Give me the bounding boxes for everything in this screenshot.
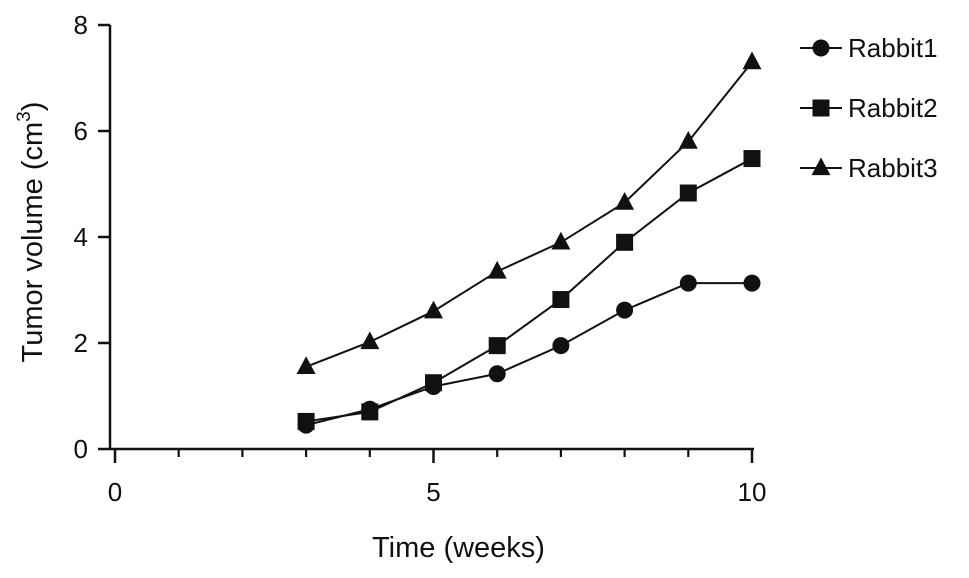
legend-label: Rabbit3 (848, 153, 938, 183)
data-point-circle (743, 274, 761, 292)
data-point-circle (488, 365, 506, 383)
ticks: 0 2 4 6 8 0 5 10 (74, 10, 767, 507)
legend-label: Rabbit2 (848, 93, 938, 123)
legend-item-rabbit1: Rabbit1 (800, 33, 938, 63)
y-tick-label: 0 (74, 434, 88, 464)
data-point-triangle (296, 356, 316, 374)
series-layer (296, 51, 762, 434)
data-point-square (616, 233, 634, 251)
data-point-triangle (424, 300, 443, 319)
y-axis-title-superscript: 3 (14, 111, 35, 122)
series-line (305, 61, 753, 368)
legend-item-rabbit3: Rabbit3 (800, 153, 938, 183)
x-tick-label: 0 (108, 477, 122, 507)
x-tick-label: 5 (426, 477, 440, 507)
y-tick-label: 8 (74, 10, 88, 40)
data-point-triangle (615, 192, 635, 210)
legend-label: Rabbit1 (848, 33, 938, 63)
series-line (305, 157, 753, 423)
y-tick-label: 2 (74, 328, 88, 358)
data-point-square (361, 403, 379, 421)
data-point-circle (552, 337, 570, 355)
data-point-square (552, 291, 570, 309)
data-point-circle (679, 274, 697, 292)
legend-marker-square (812, 99, 830, 117)
x-axis-title: Time (weeks) (372, 532, 545, 564)
legend-item-rabbit2: Rabbit2 (800, 93, 938, 123)
legend-marker-circle (812, 39, 830, 57)
data-point-square (297, 412, 315, 430)
data-point-square (425, 374, 442, 392)
y-tick-label: 4 (74, 222, 88, 252)
data-point-square (679, 184, 697, 202)
x-tick-label: 10 (738, 477, 767, 507)
data-point-square (743, 150, 761, 168)
data-point-circle (616, 301, 634, 319)
series-rabbit3 (296, 51, 762, 374)
series-line (305, 282, 752, 427)
data-point-triangle (678, 131, 698, 149)
data-point-triangle (360, 331, 380, 350)
data-point-triangle (551, 231, 571, 250)
data-point-triangle (487, 260, 507, 279)
y-tick-label: 6 (74, 116, 88, 146)
data-point-triangle (742, 51, 762, 70)
y-axis-title-prefix: Tumor volume (cm (17, 122, 49, 363)
data-point-square (488, 337, 506, 355)
y-axis-title-suffix: ) (17, 102, 49, 112)
y-axis-title: Tumor volume (cm3) (14, 102, 49, 363)
legend: Rabbit1 Rabbit2 Rabbit3 (800, 33, 938, 183)
series-rabbit2 (297, 150, 761, 430)
legend-marker-triangle (811, 157, 831, 176)
